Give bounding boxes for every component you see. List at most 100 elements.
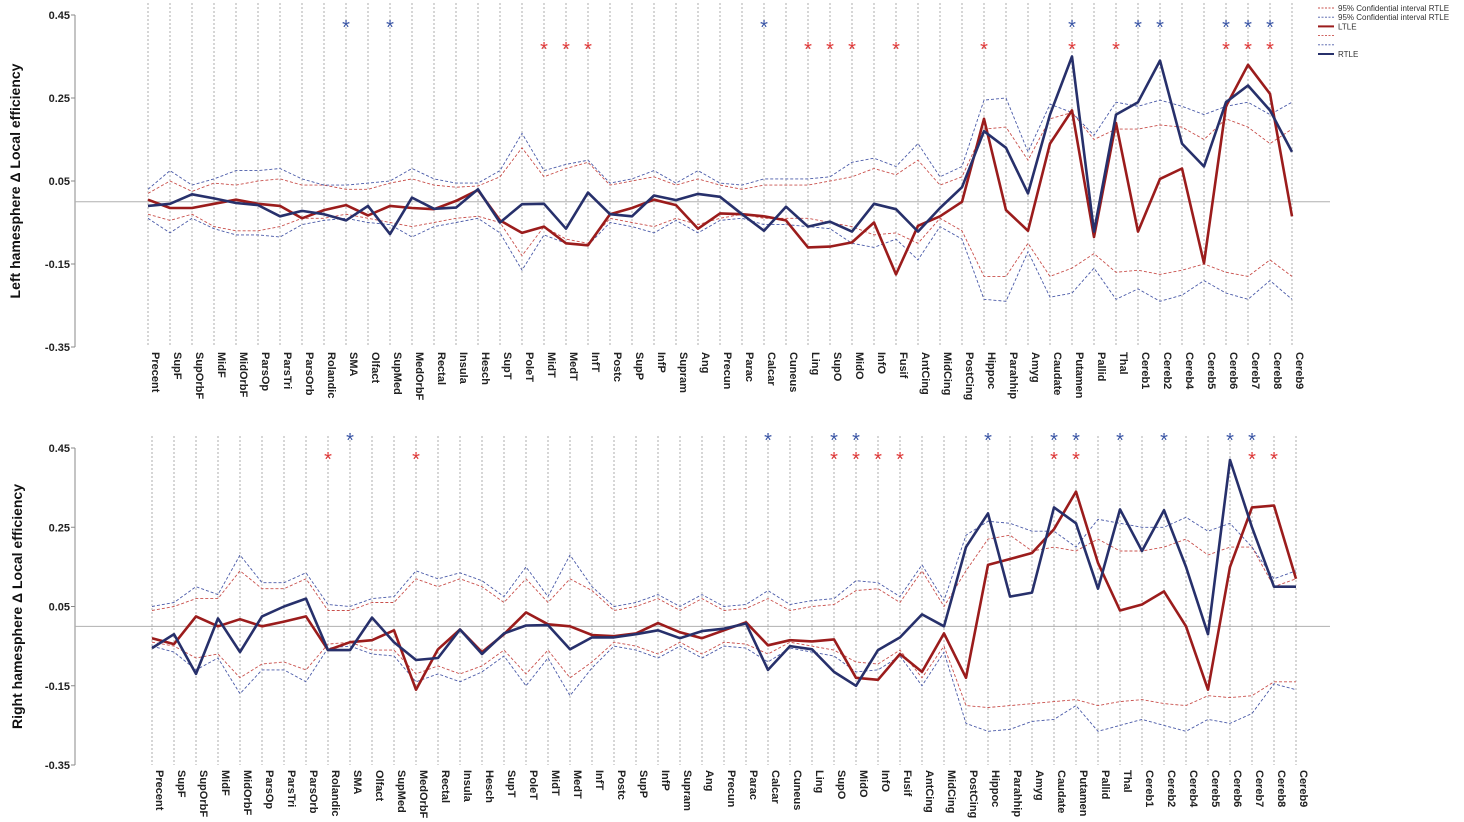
x-tick-label: MedT — [567, 352, 579, 381]
x-tick-label: Cereb6 — [1231, 770, 1243, 807]
x-tick-label: MidO — [853, 352, 865, 380]
x-tick-label: Hesch — [479, 352, 491, 385]
x-tick-label: ParsOp — [263, 770, 275, 809]
x-tick-label: Parac — [743, 352, 755, 382]
y-tick-label: 0.05 — [49, 176, 70, 188]
x-tick-label: SupO — [831, 352, 843, 382]
x-tick-label: InfO — [879, 770, 891, 792]
x-tick-label: Putamen — [1073, 352, 1085, 399]
x-tick-label: Olfact — [369, 352, 381, 384]
rtle-significance-star: * — [1134, 17, 1142, 39]
x-tick-label: PoleT — [527, 770, 539, 800]
ltle-significance-star: * — [1248, 449, 1256, 471]
x-tick-label: MidT — [549, 770, 561, 796]
rtle-significance-star: * — [852, 430, 860, 452]
x-tick-label: Rectal — [439, 770, 451, 803]
x-tick-label: Caudate — [1051, 352, 1063, 395]
ltle-significance-star: * — [804, 39, 812, 61]
y-axis-title: Left hamesphere Δ Local efficiency — [7, 63, 23, 298]
x-tick-label: Calcar — [769, 770, 781, 804]
y-tick-label: 0.45 — [49, 10, 70, 22]
x-tick-label: Insula — [461, 770, 473, 803]
x-tick-label: Precent — [153, 770, 165, 811]
x-tick-label: Cereb7 — [1249, 352, 1261, 389]
rtle-significance-star: * — [1160, 430, 1168, 452]
x-tick-label: SupT — [501, 352, 513, 380]
ltle-significance-star: * — [540, 39, 548, 61]
x-tick-label: ParsTri — [281, 352, 293, 389]
ltle-significance-star: * — [826, 39, 834, 61]
y-tick-label: 0.25 — [49, 522, 70, 534]
x-tick-label: InfP — [659, 770, 671, 791]
legend-label: RTLE — [1338, 50, 1358, 59]
x-tick-label: ParsOrb — [307, 770, 319, 814]
x-tick-label: SupOrbF — [197, 770, 209, 817]
x-tick-label: MedOrbF — [417, 770, 429, 819]
ltle-significance-star: * — [1266, 39, 1274, 61]
ltle-significance-star: * — [896, 449, 904, 471]
x-tick-label: Amyg — [1033, 770, 1045, 801]
x-tick-label: Cereb2 — [1165, 770, 1177, 807]
x-tick-label: Cereb9 — [1293, 352, 1305, 389]
legend-label: 95% Confidential interval RTLE — [1338, 13, 1449, 22]
ltle-significance-star: * — [848, 39, 856, 61]
x-tick-label: SupF — [171, 352, 183, 380]
x-tick-label: Fusif — [901, 770, 913, 797]
legend-label: LTLE — [1338, 22, 1357, 31]
ltle-ci-line — [151, 641, 1296, 708]
rtle-significance-star: * — [1266, 17, 1274, 39]
x-tick-label: Fusif — [897, 352, 909, 379]
rtle-ci-line — [147, 97, 1293, 190]
x-tick-label: Cereb8 — [1271, 352, 1283, 389]
x-tick-label: Cereb5 — [1209, 770, 1221, 807]
ltle-significance-star: * — [1270, 449, 1278, 471]
rtle-significance-star: * — [760, 17, 768, 39]
y-tick-label: -0.15 — [45, 681, 70, 693]
x-tick-label: PoleT — [523, 352, 535, 382]
rtle-significance-star: * — [1156, 17, 1164, 39]
x-tick-label: SupP — [633, 352, 645, 380]
ltle-significance-star: * — [1068, 39, 1076, 61]
x-tick-label: SMA — [347, 352, 359, 377]
x-tick-label: Precent — [149, 352, 161, 393]
x-tick-label: Precun — [725, 770, 737, 808]
ltle-ci-line — [147, 112, 1293, 194]
x-tick-label: ParsOp — [259, 352, 271, 391]
x-tick-label: Rolandic — [329, 770, 341, 816]
x-tick-label: Thal — [1121, 770, 1133, 793]
x-tick-label: InfP — [655, 352, 667, 373]
left-hemisphere-panel: 0.45 0.25 0.05 -0.15 -0.35 Left hamesphere Δ … — [7, 3, 1330, 401]
x-tick-label: SMA — [351, 770, 363, 795]
x-tick-label: Precun — [721, 352, 733, 390]
x-tick-label: SupMed — [391, 352, 403, 395]
ltle-ci-line — [147, 213, 1293, 277]
x-tick-label: Supram — [681, 770, 693, 811]
x-tick-label: Cuneus — [791, 770, 803, 810]
rtle-significance-star: * — [1226, 430, 1234, 452]
x-tick-label: Ang — [703, 770, 715, 791]
x-tick-label: Cereb5 — [1205, 352, 1217, 389]
rtle-significance-star: * — [984, 430, 992, 452]
x-tick-label: MidOrbF — [241, 770, 253, 815]
ltle-significance-star: * — [1072, 449, 1080, 471]
x-tick-label: Hippoc — [985, 352, 997, 389]
x-tick-label: ParsTri — [285, 770, 297, 807]
y-axis-title: Right hamesphere Δ Local efficiency — [9, 484, 25, 729]
y-tick-label: -0.35 — [45, 760, 70, 772]
ltle-significance-star: * — [324, 449, 332, 471]
rtle-series-line — [151, 458, 1296, 688]
x-tick-label: Hippoc — [989, 770, 1001, 807]
x-tick-label: SupF — [175, 770, 187, 798]
rtle-significance-star: * — [1068, 17, 1076, 39]
x-tick-label: Cereb9 — [1297, 770, 1309, 807]
x-tick-label: Amyg — [1029, 352, 1041, 383]
rtle-significance-star: * — [830, 430, 838, 452]
x-tick-label: Cereb1 — [1139, 352, 1151, 389]
ltle-significance-star: * — [584, 39, 592, 61]
x-tick-label: MidF — [219, 770, 231, 796]
x-tick-label: MidCing — [945, 770, 957, 813]
x-tick-label: Supram — [677, 352, 689, 393]
x-tick-label: Postc — [611, 352, 623, 382]
ltle-significance-star: * — [830, 449, 838, 471]
